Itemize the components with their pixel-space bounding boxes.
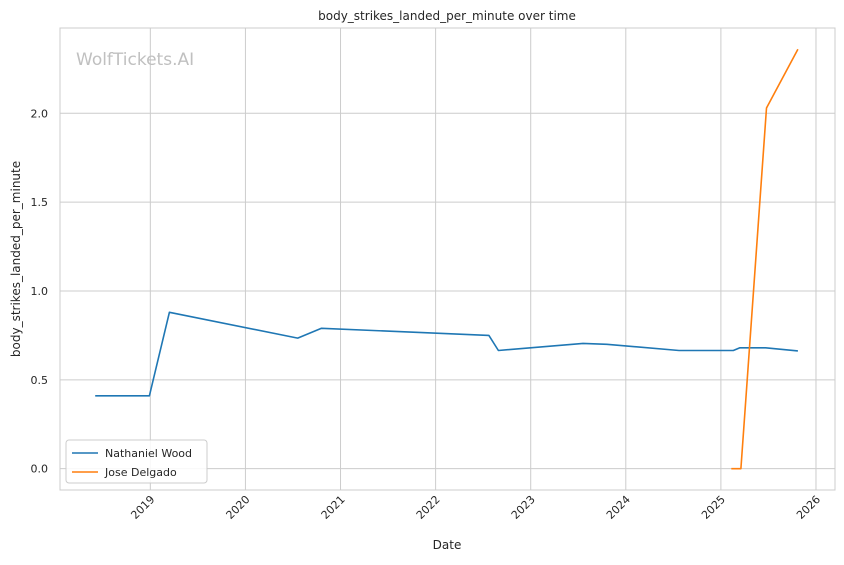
series-lines: [95, 48, 799, 470]
chart-title: body_strikes_landed_per_minute over time: [318, 9, 576, 23]
plot-frame: [59, 27, 836, 491]
legend-label-nathaniel-wood: Nathaniel Wood: [105, 447, 192, 460]
x-tick-label: 2020: [224, 493, 253, 522]
x-tick-label: 2021: [319, 493, 348, 522]
x-tick-label: 2024: [604, 493, 633, 522]
x-tick-label: 2019: [128, 493, 157, 522]
x-tick-label: 2025: [699, 493, 728, 522]
y-tick-label: 2.0: [31, 107, 49, 120]
x-axis-label: Date: [433, 538, 462, 552]
legend: Nathaniel Wood Jose Delgado: [65, 439, 208, 484]
x-tick-label: 2023: [509, 493, 538, 522]
legend-label-jose-delgado: Jose Delgado: [104, 466, 177, 479]
series-line-nathaniel-wood: [95, 311, 798, 397]
grid: [60, 28, 835, 490]
y-tick-label: 1.0: [31, 285, 49, 298]
watermark: WolfTickets.AI: [76, 50, 194, 70]
y-tick-label: 0.5: [31, 374, 49, 387]
x-tick-label: 2022: [414, 493, 443, 522]
x-tick-label: 2026: [794, 493, 823, 522]
legend-box: [65, 439, 208, 484]
series-line-jose-delgado: [731, 48, 799, 470]
y-tick-label: 1.5: [31, 196, 49, 209]
y-axis-label: body_strikes_landed_per_minute: [9, 161, 23, 357]
y-tick-label: 0.0: [31, 463, 49, 476]
